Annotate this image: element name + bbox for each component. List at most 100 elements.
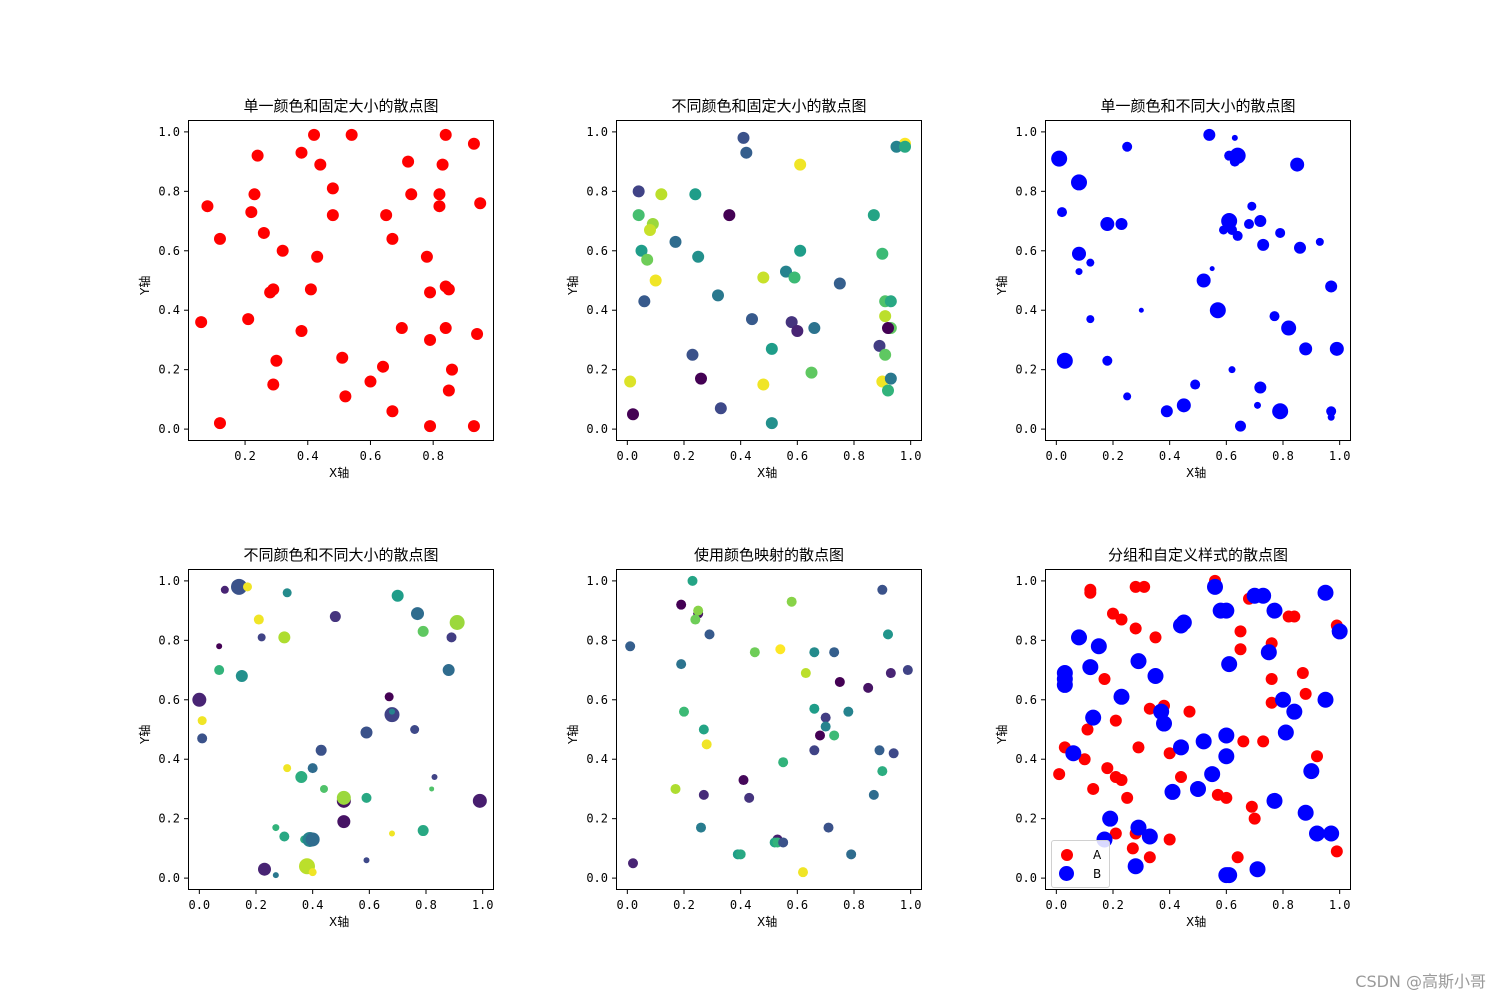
svg-text:0.6: 0.6 <box>1215 449 1237 463</box>
svg-text:0.6: 0.6 <box>158 244 180 258</box>
data-point <box>405 188 418 201</box>
subplot-title: 单一颜色和固定大小的散点图 <box>243 97 439 115</box>
data-point <box>1219 225 1228 235</box>
data-point <box>1051 150 1068 167</box>
data-point <box>360 726 373 739</box>
legend: A B <box>1051 840 1111 888</box>
data-point <box>424 333 437 346</box>
watermark: CSDN @高斯小哥 <box>1355 972 1486 991</box>
data-point <box>689 188 702 201</box>
data-point <box>809 703 820 714</box>
svg-text:0.4: 0.4 <box>158 752 180 766</box>
svg-text:0.4: 0.4 <box>158 303 180 317</box>
scatter-plot: 0.2 0.4 0.6 0.8 0.0 0.2 0.4 0.6 0.8 1.0 <box>158 125 487 463</box>
data-point <box>805 366 818 379</box>
data-point <box>1323 825 1340 842</box>
data-point <box>644 223 656 236</box>
data-point <box>248 188 261 201</box>
data-point <box>363 857 370 864</box>
data-point <box>890 140 903 153</box>
subplot-varied-color-varied-size: 不同颜色和不同大小的散点图 0.0 0.2 0.4 0.6 0.8 1.0 0.0 0.2 0.… <box>138 546 494 929</box>
data-point <box>1115 613 1128 626</box>
svg-text:1.0: 1.0 <box>158 574 180 588</box>
data-point <box>757 271 770 284</box>
data-point <box>1327 413 1335 421</box>
data-point <box>308 868 317 877</box>
data-point <box>337 815 351 829</box>
data-point <box>1234 643 1247 656</box>
data-point <box>197 716 207 726</box>
legend-entry-a: A <box>1058 845 1101 864</box>
data-point <box>627 408 639 421</box>
data-point <box>1156 715 1172 732</box>
data-point <box>1138 580 1151 593</box>
data-point <box>1129 622 1142 635</box>
data-point <box>1123 392 1132 401</box>
data-point <box>1143 851 1156 864</box>
data-point <box>1218 748 1235 765</box>
data-point <box>386 232 399 245</box>
data-point <box>1203 128 1216 141</box>
y-axis-label: Y轴 <box>566 724 580 744</box>
data-point <box>1102 355 1113 366</box>
data-point <box>775 644 786 655</box>
scatter-plot: 0.0 0.2 0.4 0.6 0.8 1.0 0.0 0.2 0.4 0.6 0.8 1.0 <box>1015 574 1350 912</box>
data-point <box>1266 602 1283 619</box>
y-axis-label: Y轴 <box>995 275 1009 295</box>
subplot-title: 不同颜色和不同大小的散点图 <box>243 546 439 564</box>
data-point <box>1085 709 1102 726</box>
axes-frame <box>616 569 922 890</box>
data-point <box>884 372 897 385</box>
data-point <box>267 378 280 391</box>
data-point <box>1311 750 1323 763</box>
data-point <box>377 360 390 373</box>
x-axis-label: X轴 <box>757 466 778 480</box>
data-point <box>834 676 845 687</box>
data-point <box>1113 688 1130 705</box>
subplot-title: 分组和自定义样式的散点图 <box>1107 546 1288 564</box>
data-point <box>1209 302 1226 319</box>
data-point <box>1275 227 1286 238</box>
data-point <box>649 274 662 287</box>
data-point <box>389 830 395 837</box>
data-point <box>1175 614 1192 631</box>
data-point <box>1132 741 1145 754</box>
data-point <box>257 226 270 239</box>
data-point <box>690 614 701 625</box>
svg-text:0.0: 0.0 <box>616 898 638 912</box>
data-point <box>216 643 223 650</box>
svg-text:1.0: 1.0 <box>1015 125 1037 139</box>
data-point <box>270 354 283 367</box>
svg-text:0.8: 0.8 <box>158 184 180 198</box>
data-point <box>389 708 395 715</box>
data-point <box>1254 381 1267 394</box>
data-point <box>1127 858 1144 875</box>
data-point <box>1325 280 1338 293</box>
svg-text:0.2: 0.2 <box>158 363 180 377</box>
svg-text:0.2: 0.2 <box>1102 898 1124 912</box>
svg-text:0.0: 0.0 <box>586 422 608 436</box>
data-point <box>1248 812 1261 825</box>
data-point <box>467 420 480 433</box>
data-point <box>433 200 446 213</box>
data-point <box>1286 703 1303 720</box>
data-point <box>1098 672 1111 685</box>
data-point <box>1138 307 1144 313</box>
data-point <box>676 659 687 670</box>
svg-text:0.0: 0.0 <box>586 871 608 885</box>
data-point <box>1057 207 1067 218</box>
svg-text:0.6: 0.6 <box>586 693 608 707</box>
data-point <box>1109 714 1122 727</box>
data-point <box>676 599 687 610</box>
y-axis-label: Y轴 <box>995 724 1009 744</box>
data-point <box>863 682 874 693</box>
svg-text:1.0: 1.0 <box>586 574 608 588</box>
data-point <box>829 647 840 658</box>
data-point <box>1143 702 1156 715</box>
data-point <box>791 325 804 338</box>
svg-text:0.4: 0.4 <box>1015 752 1037 766</box>
svg-text:0.4: 0.4 <box>586 303 608 317</box>
data-point <box>417 825 429 837</box>
data-point <box>311 250 324 263</box>
svg-text:0.0: 0.0 <box>188 898 210 912</box>
